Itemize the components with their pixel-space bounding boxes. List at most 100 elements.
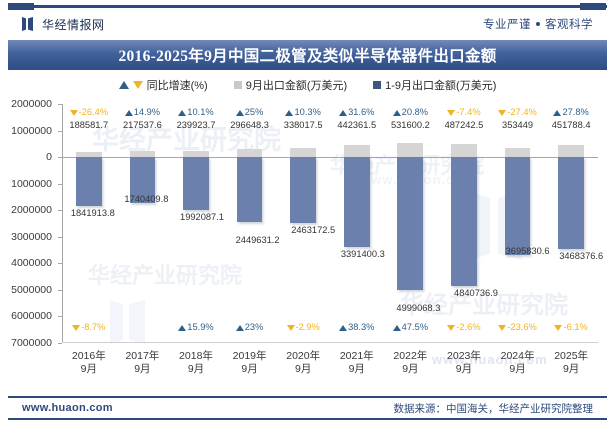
x-axis-month: 9月 [562,363,580,375]
triangle-up-icon [118,81,129,89]
y-axis-labels: 2000000 1000000 0 1000000 2000000 3000000 4000… [0,98,58,349]
y-axis-tick [58,183,62,185]
y-axis-tick [58,210,62,212]
x-axis-year: 2025年 [554,350,589,362]
bar-jan-sep[interactable] [75,157,102,207]
x-axis-category-label: 2023年 9月 [437,350,491,376]
bar-sep-month[interactable] [558,145,584,158]
x-axis-year: 2021年 [339,350,374,362]
y-axis-tick-label: 7000000 [11,337,52,349]
bar-groups [62,104,598,343]
y-axis-tick [58,236,62,238]
chart-legend: 同比增速(%) 9月出口金额(万美元) 1-9月出口金额(万美元) [8,74,607,96]
value-label-jan-sep: 1992087.1 [180,212,224,222]
bullet-icon [536,22,540,26]
legend-item-sep-month[interactable]: 9月出口金额(万美元) [233,77,348,93]
bar-group[interactable] [544,104,598,343]
x-axis-year: 2019年 [232,350,267,362]
y-axis-tick-label: 0 [46,151,52,164]
x-axis-month: 9月 [348,363,365,375]
watermark-logo-icon [110,300,156,346]
x-axis-category-label: 2024年 9月 [491,350,545,376]
bar-jan-sep[interactable] [236,157,263,223]
y-axis-tick-label: 4000000 [11,257,52,270]
tagline: 专业严谨 客观科学 [483,16,593,32]
bar-group[interactable] [276,104,330,343]
bar-jan-sep[interactable] [343,157,370,248]
x-axis-year: 2020年 [286,350,321,362]
plot-area [62,104,598,343]
legend-label-growth: 同比增速(%) [146,80,208,92]
bar-group[interactable] [384,104,438,343]
bar-jan-sep[interactable] [183,157,209,210]
huaon-logo-icon [22,17,35,31]
top-accent-rule [8,5,607,8]
bar-sep-month[interactable] [290,148,317,158]
bar-sep-month[interactable] [236,149,263,158]
x-axis-month: 9月 [455,363,473,375]
x-axis-year: 2024年 [500,350,535,362]
bar-group[interactable] [223,104,277,343]
bar-sep-month[interactable] [129,151,156,158]
value-label-jan-sep: 3695830.6 [505,246,550,257]
bar-sep-month[interactable] [451,144,477,158]
x-axis-category-label: 2019年 9月 [223,350,277,376]
x-axis-year: 2018年 [179,350,213,362]
bar-group[interactable] [62,104,116,343]
bar-group[interactable] [491,104,545,343]
x-axis-month: 9月 [187,363,205,375]
top-accent-cap-left [8,3,34,10]
y-axis-line [58,104,63,344]
value-label-jan-sep: 2449631.2 [235,235,280,246]
legend-item-growth[interactable]: 同比增速(%) [118,77,208,93]
x-axis-month: 9月 [295,363,312,375]
bar-jan-sep[interactable] [129,157,156,204]
bar-jan-sep[interactable] [451,157,477,286]
legend-item-jan-sep[interactable]: 1-9月出口金额(万美元) [373,77,496,93]
y-axis-tick-label: 1000000 [11,124,52,137]
y-axis-tick-label: 5000000 [11,283,52,296]
value-label-jan-sep: 3391400.3 [340,249,385,260]
bar-jan-sep[interactable] [504,157,531,256]
tagline-left: 专业严谨 [483,19,531,31]
value-label-jan-sep: 1841913.8 [70,208,115,219]
bar-sep-month[interactable] [504,147,531,158]
legend-label-jan-sep: 1-9月出口金额(万美元) [385,80,497,92]
x-axis-category-label: 2017年 9月 [116,350,170,376]
bar-jan-sep[interactable] [397,157,424,290]
x-axis-labels: 2016年 9月 2017年 9月 2018年 9月 2019年 9月 2020年 9月 2021年… [62,350,598,376]
bar-group[interactable] [437,104,491,343]
y-axis-tick-label: 1000000 [11,177,52,190]
x-axis-category-label: 2020年 9月 [276,350,330,376]
bar-jan-sep[interactable] [290,157,317,223]
bar-sep-month[interactable] [183,150,209,158]
y-axis-tick [58,130,62,132]
x-axis-month: 9月 [80,363,97,375]
bar-sep-month[interactable] [75,152,102,158]
legend-label-sep-month: 9月出口金额(万美元) [245,80,348,92]
brand-logo[interactable]: 华经情报网 [22,16,105,33]
value-label-jan-sep: 4840736.9 [454,287,498,298]
x-axis-line [62,342,598,343]
y-axis-tick [58,104,62,105]
bar-group[interactable] [116,104,170,343]
footer-source: 数据来源：中国海关，华经产业研究院整理 [393,402,594,415]
triangle-down-icon [132,81,143,89]
y-axis-tick [58,289,62,291]
value-label-jan-sep: 4999068.3 [396,302,441,313]
bar-group[interactable] [169,104,223,343]
bar-jan-sep[interactable] [558,157,584,250]
bar-sep-month[interactable] [397,142,424,158]
x-axis-category-label: 2016年 9月 [62,350,116,376]
page-title: 2016-2025年9月中国二极管及类似半导体器件出口金额 [118,48,497,65]
bar-group[interactable] [330,104,384,343]
x-axis-year: 2022年 [393,350,428,362]
x-axis-category-label: 2018年 9月 [169,350,223,376]
tagline-right: 客观科学 [545,19,593,31]
footer-site-url[interactable]: www.huaon.com [22,402,113,414]
x-axis-category-label: 2025年 9月 [544,350,598,376]
y-axis-tick-label: 3000000 [11,230,52,243]
bar-sep-month[interactable] [343,145,370,158]
y-axis-tick-label: 2000000 [11,204,52,217]
